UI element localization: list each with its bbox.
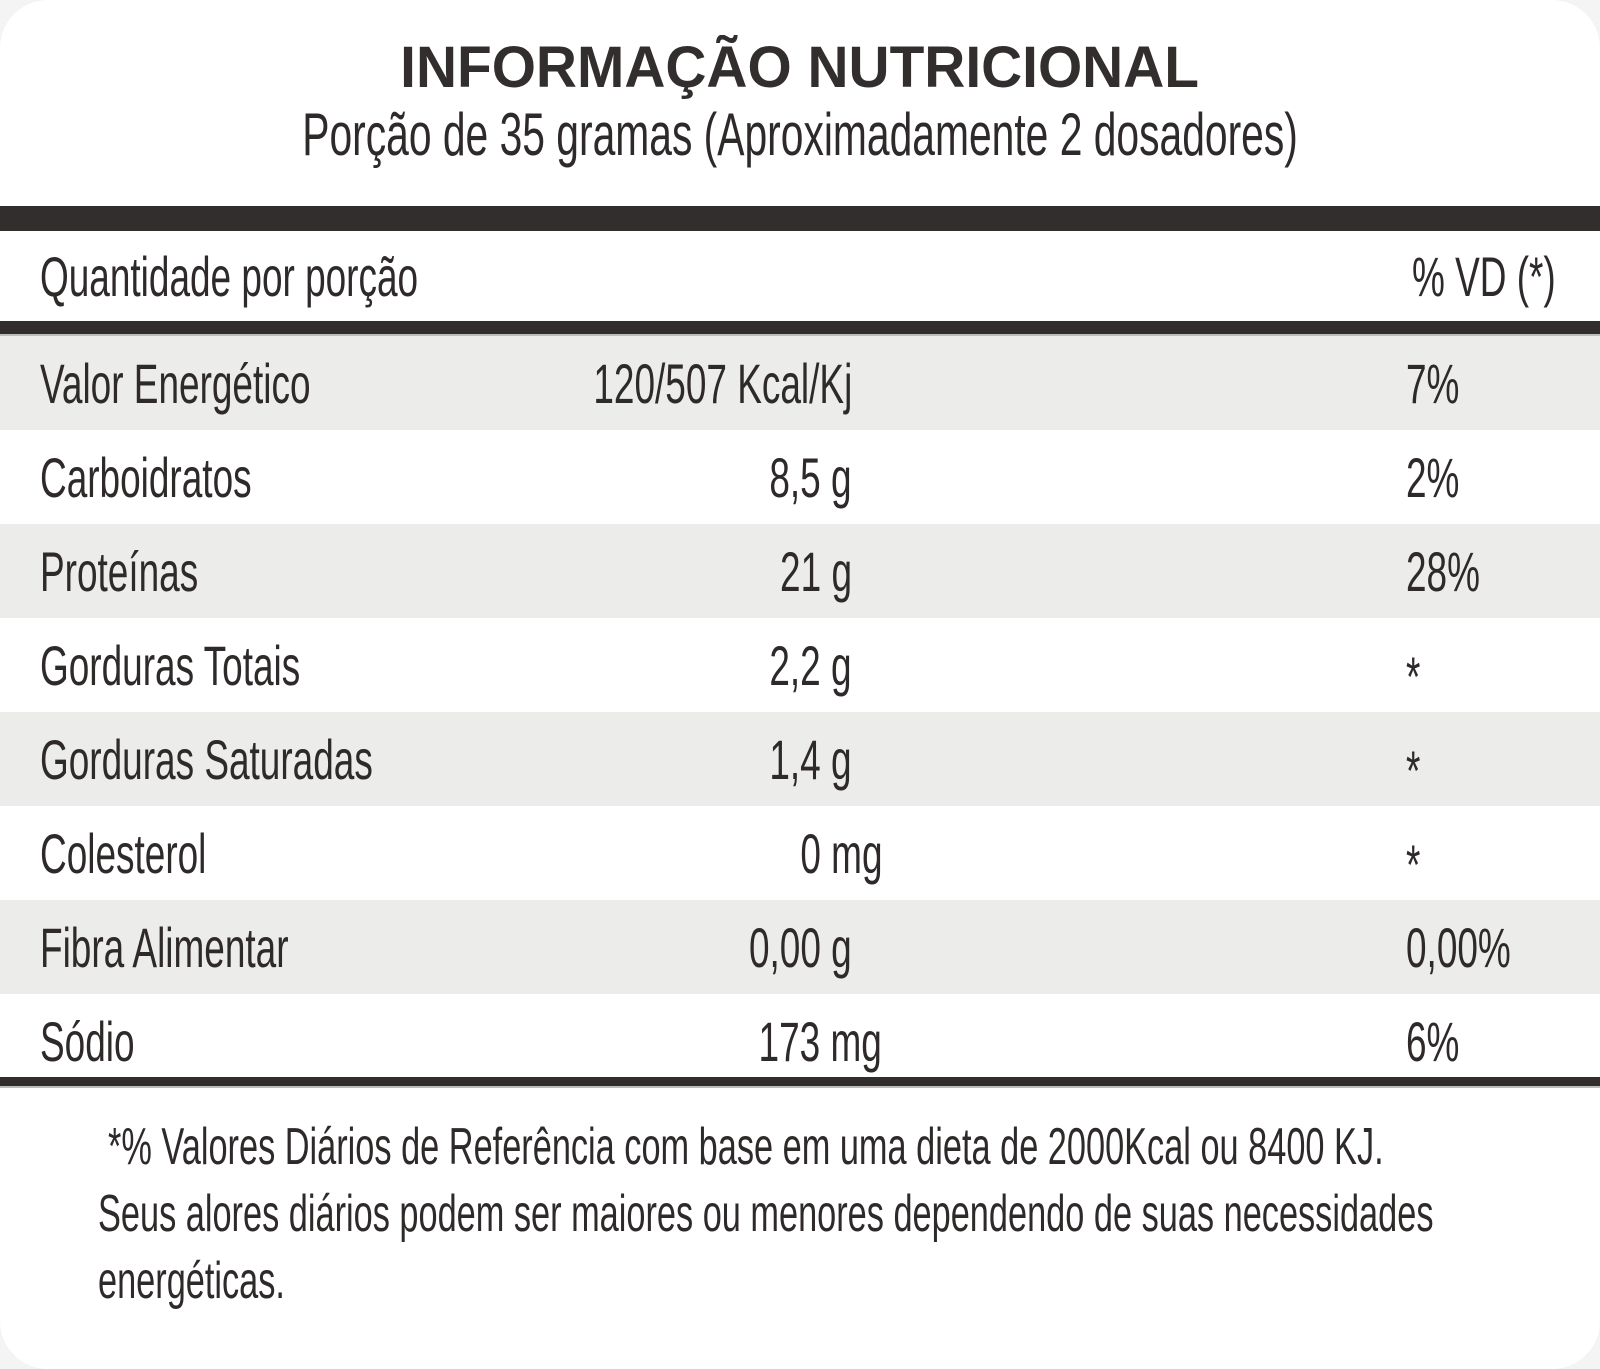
header-amount-per-serving: Quantidade por porção [40,244,419,308]
table-row: Valor Energético 120/507 Kcal/Kj 7% [0,336,1600,430]
nutrient-name: Valor Energético [40,351,311,415]
nutrient-amount: 0 mg [799,821,882,885]
table-row: Colesterol 0 mg * [0,806,1600,900]
nutrient-name: Sódio [40,1009,135,1073]
table-row: Proteínas 21 g 28% [0,524,1600,618]
nutrient-amount: 173 mg [758,1009,882,1073]
nutrient-daily-value: 28% [1406,539,1480,603]
serving-size: Porção de 35 gramas (Aproximadamente 2 d… [302,101,1298,168]
table-row: Gorduras Totais 2,2 g * [0,618,1600,712]
nutrient-table: Valor Energético 120/507 Kcal/Kj 7% Carb… [0,336,1600,1088]
nutrient-name: Gorduras Totais [40,633,301,697]
nutrient-daily-value: 2% [1406,445,1460,509]
table-header: Quantidade por porção % VD (*) [0,231,1600,321]
daily-value-footnote: *% Valores Diários de Referência com bas… [98,1114,1498,1315]
bottom-divider [0,1077,1600,1088]
nutrient-amount: 8,5 g [769,445,852,509]
nutrient-amount: 2,2 g [769,633,852,697]
table-row: Sódio 173 mg 6% [0,994,1600,1088]
table-row: Fibra Alimentar 0,00 g 0,00% [0,900,1600,994]
header-divider [0,321,1600,336]
nutrient-daily-value: * [1406,739,1421,802]
nutrient-amount: 120/507 Kcal/Kj [593,351,852,415]
nutrient-daily-value: * [1406,833,1421,896]
nutrient-name: Carboidratos [40,445,252,509]
table-row: Carboidratos 8,5 g 2% [0,430,1600,524]
header-daily-value: % VD (*) [1412,244,1556,308]
nutrient-amount: 1,4 g [769,727,852,791]
footnote-line: energéticas. [98,1252,285,1310]
nutrient-amount: 0,00 g [749,915,852,979]
footnote-line: Seus alores diários podem ser maiores ou… [98,1185,1434,1243]
footnote-line: *% Valores Diários de Referência com bas… [108,1118,1384,1176]
nutrient-name: Fibra Alimentar [40,915,289,979]
label-title: INFORMAÇÃO NUTRICIONAL [400,35,1200,100]
top-divider [0,206,1600,231]
nutrient-daily-value: 0,00% [1406,915,1511,979]
table-row: Gorduras Saturadas 1,4 g * [0,712,1600,806]
nutrient-amount: 21 g [780,539,852,603]
nutrient-name: Gorduras Saturadas [40,727,373,791]
nutrient-daily-value: * [1406,645,1421,708]
nutrient-name: Proteínas [40,539,199,603]
nutrient-name: Colesterol [40,821,207,885]
nutrient-daily-value: 6% [1406,1009,1460,1073]
nutrient-daily-value: 7% [1406,351,1460,415]
